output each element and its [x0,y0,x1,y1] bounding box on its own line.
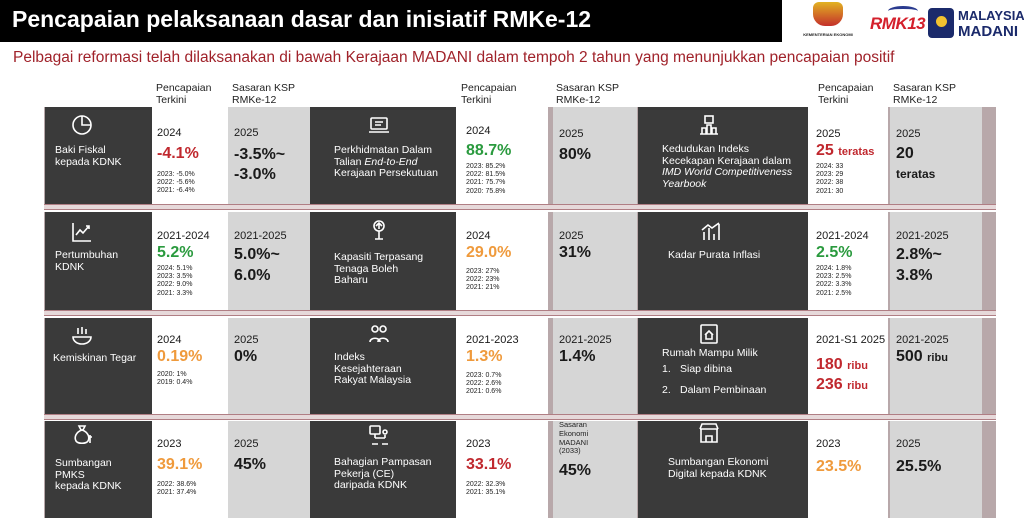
kpi-pertumbuhan-kdnk: Pertumbuhan KDNK [45,212,152,310]
header-sasaran-1: Sasaran KSP RMKe-12 [232,82,296,106]
target-baki-fiskal: 2025 -3.5%~ -3.0% [228,107,310,204]
kpi-perkhidmatan-talian: Perkhidmatan Dalam Talian End-to-End Ker… [310,107,456,204]
target-indeks-kesejahteraan: 2021-2025 1.4% [553,318,637,414]
kpi-sumbangan-pmks: Sumbangan PMKS kepada KDNK [45,421,152,518]
digital-store-icon [696,421,722,445]
kpi-kemiskinan-tegar: Kemiskinan Tegar [45,318,152,414]
current-sumbangan-pmks: 2023 39.1% 2022: 38.6% 2021: 37.4% [152,421,228,518]
header-pencapaian-3: Pencapaian Terkini [818,82,874,106]
page-title: Pencapaian pelaksanaan dasar dan inisiat… [12,6,592,32]
header-sasaran-3: Sasaran KSP RMKe-12 [893,82,957,106]
target-ekonomi-digital: 2025 25.5% [890,421,982,518]
kementerian-logo: KEMENTERIAN EKONOMI [796,0,860,44]
title-bar: Pencapaian pelaksanaan dasar dan inisiat… [0,0,782,42]
target-pampasan-pekerja: Sasaran Ekonomi MADANI (2033) 45% [553,420,637,518]
current-indeks-kecekapan: 2025 25 teratas 2024: 33 2023: 29 2022: 38… [808,107,888,204]
current-pertumbuhan-kdnk: 2021-2024 5.2% 2024: 5.1% 2023: 3.5% 2022:… [152,212,228,310]
current-pampasan-pekerja: 2023 33.1% 2022: 32.3% 2021: 35.1% [456,421,548,518]
rmk-swoosh-icon [888,6,918,16]
kpi-indeks-kecekapan: Kedudukan Indeks Kecekapan Kerajaan dala… [638,107,808,204]
money-bag-icon [69,423,95,447]
laptop-icon [366,113,392,137]
current-baki-fiskal: 2024 -4.1% 2023: -5.0% 2022: -5.6% 2021: -… [152,107,228,204]
header-pencapaian-2: Pencapaian Terkini [461,82,517,106]
current-kadar-inflasi: 2021-2024 2.5% 2024: 1.8% 2023: 2.5% 2022:… [808,212,888,310]
logo-area: KEMENTERIAN EKONOMI RMK13 MALAYSIA MADAN… [790,0,1024,46]
rmk13-logo: RMK13 [870,14,926,33]
target-indeks-kecekapan: 2025 20 teratas [890,107,982,204]
target-kemiskinan-tegar: 2025 0% [228,318,310,414]
inflation-bars-icon [698,220,724,244]
house-document-icon [696,322,722,346]
kpi-kadar-inflasi: Kadar Purata Inflasi [638,212,808,310]
kpi-baki-fiskal: Baki Fiskal kepada KDNK [45,107,152,204]
kpi-tenaga-boleh-baharu: Kapasiti Terpasang Tenaga Boleh Baharu [310,212,456,310]
header-sasaran-2: Sasaran KSP RMKe-12 [556,82,620,106]
target-kadar-inflasi: 2021-2025 2.8%~ 3.8% [890,212,982,310]
target-perkhidmatan-talian: 2025 80% [553,107,637,204]
current-kemiskinan-tegar: 2024 0.19% 2020: 1% 2019: 0.4% [152,318,228,414]
subtitle: Pelbagai reformasi telah dilaksanakan di… [13,49,895,66]
kpi-indeks-kesejahteraan: Indeks Kesejahteraan Rakyat Malaysia [310,318,456,414]
header-pencapaian-1: Pencapaian Terkini [156,82,212,106]
target-tenaga-boleh-baharu: 2025 31% [553,212,637,310]
pie-chart-icon [69,113,95,137]
trophy-building-icon [696,113,722,137]
family-icon [366,322,392,346]
worker-network-icon [366,423,392,447]
current-ekonomi-digital: 2023 23.5% [808,421,888,518]
crest-icon [813,2,843,26]
kpi-pampasan-pekerja: Bahagian Pampasan Pekerja (CE) daripada KD… [310,421,456,518]
growth-chart-icon [69,220,95,244]
current-indeks-kesejahteraan: 2021-2023 1.3% 2023: 0.7% 2022: 2.6% 2021:… [456,318,548,414]
target-rumah-mampu-milik: 2021-2025 500 ribu [890,318,982,414]
current-tenaga-boleh-baharu: 2024 29.0% 2023: 27% 2022: 23% 2021: 21% [456,212,548,310]
kpi-ekonomi-digital: Sumbangan Ekonomi Digital kepada KDNK [638,421,808,518]
target-pertumbuhan-kdnk: 2021-2025 5.0%~ 6.0% [228,212,310,310]
kpi-rumah-mampu-milik: Rumah Mampu Milik 1. Siap dibina 2. Dalam … [638,318,808,414]
target-sumbangan-pmks: 2025 45% [228,421,310,518]
current-perkhidmatan-talian: 2024 88.7% 2023: 85.2% 2022: 81.5% 2021: 7… [456,107,548,204]
current-rumah-mampu-milik: 2021-S1 2025 180 ribu 236 ribu [808,318,888,414]
food-bowl-icon [69,324,95,348]
renewable-energy-icon [366,218,392,242]
